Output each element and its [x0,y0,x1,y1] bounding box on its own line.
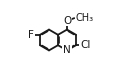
Text: N: N [63,45,71,55]
Text: CH₃: CH₃ [75,13,93,23]
Text: F: F [28,30,34,40]
Text: Cl: Cl [80,40,91,50]
Text: O: O [63,16,71,26]
